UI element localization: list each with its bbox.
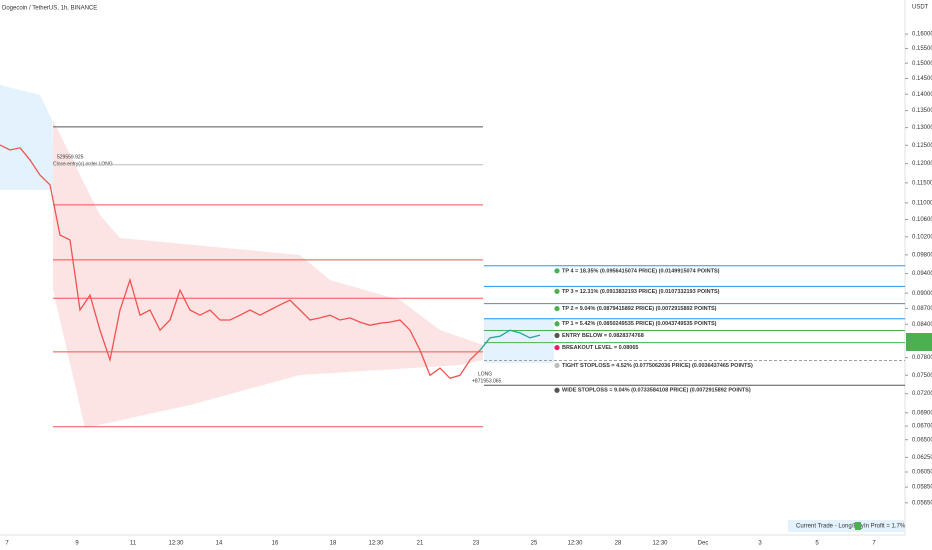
y-tick-label: 0.08400: [912, 322, 932, 328]
y-tick-label: 0.09400: [912, 271, 932, 277]
x-tick-label: Dec: [698, 541, 709, 547]
level-icon: [554, 332, 560, 339]
y-tick-label: 0.15000: [912, 61, 932, 67]
chart-title: Dogecoin / TetherUS, 1h, BINANCE: [2, 6, 97, 12]
y-tick-label: 0.11500: [912, 180, 932, 186]
y-tick-label: 0.13500: [912, 108, 932, 114]
y-unit: USDT: [912, 5, 929, 11]
status-text: Current Trade - Long/Buy: [796, 524, 864, 530]
x-tick-label: 3: [758, 541, 762, 547]
red-zone: [53, 120, 483, 428]
y-tick-label: 0.14000: [912, 92, 932, 98]
x-tick-label: 12:30: [567, 541, 583, 547]
entry-zone: [484, 318, 554, 363]
x-tick-label: 18: [330, 541, 337, 547]
y-tick-label: 0.10600: [912, 217, 932, 223]
x-tick-label: 28: [615, 541, 622, 547]
y-tick-label: 0.07500: [912, 373, 932, 379]
y-tick-label: 0.05650: [912, 500, 932, 506]
y-tick-label: 0.07800: [912, 355, 932, 361]
y-tick-label: 0.14500: [912, 76, 932, 82]
y-tick-label: 0.06050: [912, 470, 932, 476]
blue-zone: [0, 85, 55, 190]
level-icon: [554, 268, 560, 274]
y-tick-label: 0.09800: [912, 252, 932, 258]
x-tick-label: 11: [130, 541, 137, 547]
y-tick-label: 0.05850: [912, 485, 932, 491]
x-tick-label: 14: [216, 541, 223, 547]
x-tick-label: 23: [473, 541, 480, 547]
annotation: +871953.065: [472, 378, 502, 384]
y-tick-label: 0.06700: [912, 424, 932, 430]
level-label: TP 4 = 18.35% (0.0956415074 PRICE) (0.01…: [562, 268, 720, 274]
level-icon: [554, 387, 560, 393]
level-label: TP 1 = 5.42% (0.0850249535 PRICE) (0.004…: [562, 321, 717, 327]
annotation: LONG: [478, 371, 492, 377]
y-tick-label: 0.06500: [912, 437, 932, 443]
level-icon: [554, 344, 560, 351]
x-tick-label: 16: [272, 541, 279, 547]
level-label: ENTRY BELOW = 0.0828374768: [562, 333, 644, 339]
level-label: TIGHT STOPLOSS = 4.52% (0.0775062036 PRI…: [562, 363, 753, 369]
level-label: TP 3 = 12.31% (0.0913832193 PRICE) (0.01…: [562, 289, 720, 295]
y-tick-label: 0.08700: [912, 306, 932, 312]
x-tick-label: 12:30: [368, 541, 384, 547]
level-label: TP 2 = 9.04% (0.0879415892 PRICE) (0.007…: [562, 306, 717, 312]
y-tick-label: 0.11000: [912, 200, 932, 206]
y-tick-label: 0.09000: [912, 291, 932, 297]
x-tick-label: 9: [75, 541, 79, 547]
x-tick-label: 7: [872, 541, 876, 547]
status-box: [788, 520, 904, 532]
y-tick-label: 0.07200: [912, 391, 932, 397]
x-tick-label: 5: [815, 541, 819, 547]
y-tick-label: 0.16000: [912, 32, 932, 38]
level-icon: [554, 288, 560, 294]
last-price-box: [906, 333, 932, 351]
price-line: [479, 329, 541, 351]
y-tick-label: 0.12000: [912, 161, 932, 167]
x-tick-label: 7: [5, 541, 9, 547]
x-tick-label: 12:30: [652, 541, 668, 547]
level-label: WIDE STOPLOSS = 9.04% (0.0733584108 PRIC…: [562, 388, 751, 394]
level-icon: [554, 321, 560, 327]
x-tick-label: 12:30: [168, 541, 184, 547]
level-icon: [554, 305, 560, 312]
status-text: In Profit = 1.7%: [864, 524, 906, 530]
price-line: [0, 144, 481, 380]
x-tick-label: 21: [417, 541, 424, 547]
level-label: BREAKOUT LEVEL = 0.08065: [562, 345, 638, 351]
y-tick-label: 0.10200: [912, 234, 932, 240]
y-tick-label: 0.13000: [912, 125, 932, 131]
y-tick-label: 0.12500: [912, 143, 932, 149]
level-icon: [554, 362, 560, 369]
y-tick-label: 0.06900: [912, 410, 932, 416]
y-tick-label: 0.15500: [912, 46, 932, 52]
y-tick-label: 0.06250: [912, 455, 932, 461]
status-icon: [855, 522, 861, 530]
x-tick-label: 25: [531, 541, 538, 547]
annotation: 529559.925: [57, 154, 84, 160]
